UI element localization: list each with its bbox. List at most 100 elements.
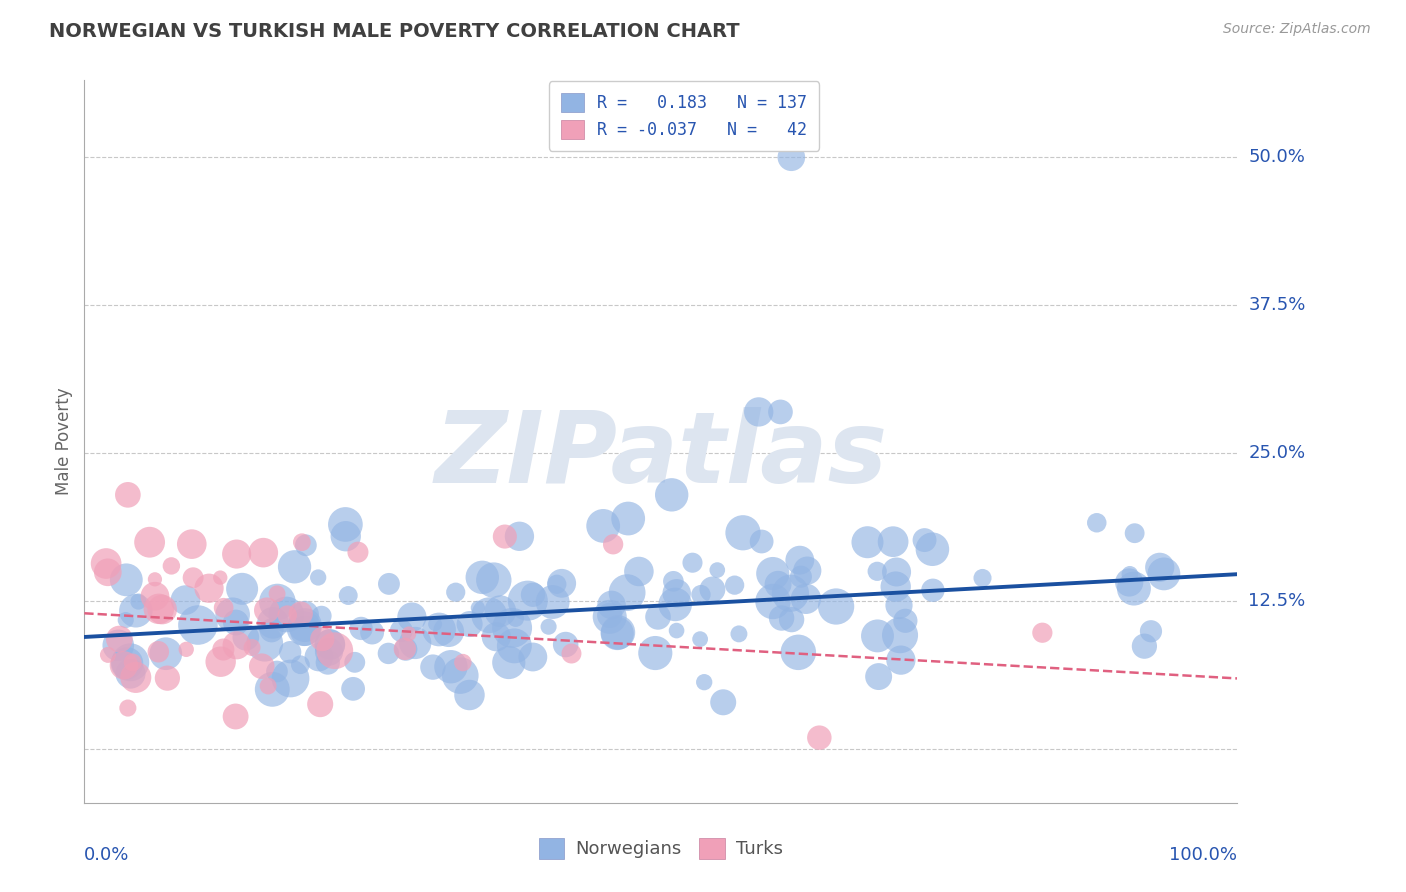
Point xyxy=(440,659,463,673)
Point xyxy=(180,537,202,551)
Point xyxy=(112,658,135,673)
Point xyxy=(451,656,474,670)
Point xyxy=(266,587,288,601)
Point xyxy=(890,653,912,667)
Point xyxy=(276,607,298,622)
Point xyxy=(156,671,179,685)
Point xyxy=(423,617,446,632)
Point xyxy=(350,622,373,636)
Point xyxy=(662,574,685,589)
Point xyxy=(225,547,247,561)
Point xyxy=(294,607,316,622)
Point xyxy=(160,558,183,573)
Point xyxy=(125,670,148,684)
Point xyxy=(617,511,640,525)
Point xyxy=(209,655,232,669)
Point xyxy=(150,602,173,616)
Point xyxy=(886,565,908,579)
Point xyxy=(117,488,139,502)
Point xyxy=(665,624,688,638)
Point xyxy=(278,645,301,659)
Text: 100.0%: 100.0% xyxy=(1170,847,1237,864)
Point xyxy=(1031,625,1053,640)
Point xyxy=(311,632,333,646)
Point xyxy=(307,570,329,584)
Point xyxy=(148,602,170,616)
Point xyxy=(922,583,945,598)
Point xyxy=(467,600,489,615)
Point xyxy=(914,533,936,547)
Point xyxy=(866,629,889,643)
Point xyxy=(627,565,650,579)
Point xyxy=(335,529,357,543)
Point xyxy=(728,627,751,641)
Point xyxy=(1153,566,1175,581)
Point xyxy=(449,668,471,682)
Point xyxy=(174,593,197,607)
Point xyxy=(1133,639,1156,653)
Point xyxy=(780,613,803,627)
Point xyxy=(187,618,209,632)
Point xyxy=(560,647,582,661)
Point xyxy=(262,682,284,697)
Point xyxy=(731,525,754,540)
Point xyxy=(780,150,803,164)
Point xyxy=(120,656,142,670)
Point xyxy=(231,582,253,596)
Point xyxy=(616,585,638,599)
Point xyxy=(125,604,148,618)
Point xyxy=(212,642,235,657)
Point xyxy=(437,624,460,639)
Point xyxy=(225,615,247,630)
Point xyxy=(97,566,120,580)
Point xyxy=(599,608,621,623)
Point xyxy=(401,610,423,624)
Point xyxy=(503,639,526,653)
Point xyxy=(250,659,273,673)
Point xyxy=(508,529,530,543)
Point xyxy=(181,571,204,585)
Point xyxy=(295,538,318,552)
Point xyxy=(790,569,813,583)
Point xyxy=(522,588,544,602)
Point xyxy=(921,542,943,557)
Point xyxy=(257,679,280,693)
Point xyxy=(682,556,704,570)
Text: 50.0%: 50.0% xyxy=(1249,148,1305,166)
Point xyxy=(592,519,614,533)
Point xyxy=(343,656,366,670)
Point xyxy=(94,557,117,571)
Point xyxy=(319,637,342,651)
Point xyxy=(972,571,994,585)
Point xyxy=(225,709,247,723)
Point xyxy=(661,488,683,502)
Point xyxy=(240,640,263,655)
Point xyxy=(770,611,793,625)
Point xyxy=(121,656,143,670)
Point xyxy=(398,627,420,641)
Point xyxy=(283,559,305,574)
Point xyxy=(607,625,630,640)
Point xyxy=(887,599,910,613)
Point xyxy=(292,622,315,636)
Point xyxy=(256,603,278,617)
Point xyxy=(155,647,177,661)
Point xyxy=(174,642,197,657)
Point xyxy=(294,618,316,632)
Point xyxy=(107,639,129,653)
Point xyxy=(600,598,623,612)
Text: 0.0%: 0.0% xyxy=(84,847,129,864)
Point xyxy=(748,405,770,419)
Point xyxy=(311,608,333,623)
Point xyxy=(290,607,312,621)
Point xyxy=(294,624,316,639)
Point xyxy=(779,586,801,600)
Point xyxy=(266,665,288,679)
Point xyxy=(554,638,576,652)
Point xyxy=(602,537,624,551)
Point xyxy=(551,576,574,591)
Point xyxy=(316,656,339,670)
Point xyxy=(422,660,444,674)
Point xyxy=(647,610,669,624)
Point xyxy=(115,657,138,671)
